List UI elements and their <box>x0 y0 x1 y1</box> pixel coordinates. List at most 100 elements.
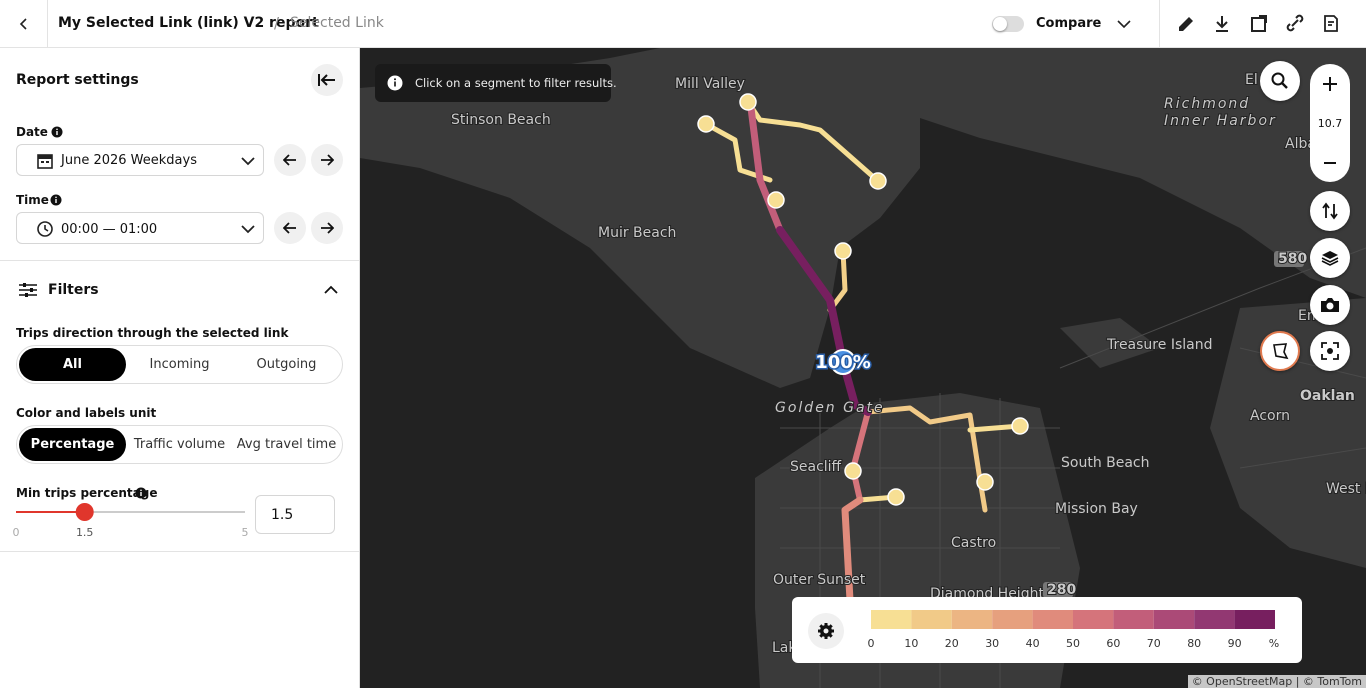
legend-settings-button[interactable] <box>808 613 844 649</box>
legend-tick-label: 0 <box>868 637 875 650</box>
date-select[interactable]: June 2026 Weekdays <box>16 144 264 176</box>
road-shield <box>1043 582 1073 598</box>
legend-scale: 0 10 20 30 40 50 60 70 80 90% <box>868 610 1279 650</box>
zoom-in[interactable] <box>1323 77 1337 91</box>
slider-label: 5 <box>242 526 249 539</box>
info-icon <box>51 126 63 138</box>
previous-time-button[interactable] <box>274 212 306 244</box>
previous-date-button[interactable] <box>274 144 306 176</box>
divider <box>1159 0 1160 48</box>
slider-label: 0 <box>13 526 20 539</box>
download-button[interactable] <box>1216 16 1228 32</box>
fit-view-button[interactable] <box>1310 331 1350 371</box>
place-label: Inner Harbor <box>1164 113 1277 129</box>
time-value: 00:00 — 01:00 <box>61 222 158 237</box>
legend: 0 10 20 30 40 50 60 70 80 90% <box>792 597 1302 663</box>
legend-tick-label: 60 <box>1106 637 1120 650</box>
layers-button[interactable] <box>1310 238 1350 278</box>
direction-button[interactable] <box>1310 191 1350 231</box>
slider-thumb[interactable] <box>75 503 94 521</box>
breadcrumb-separator: / <box>274 14 280 32</box>
legend-tick-label: 70 <box>1147 637 1161 650</box>
divider <box>0 551 359 552</box>
place-label: South Beach <box>1061 455 1150 471</box>
edit-button[interactable] <box>1179 17 1193 31</box>
legend-swatch <box>871 610 912 629</box>
legend-swatch <box>951 610 993 629</box>
compare-toggle[interactable] <box>992 16 1024 32</box>
segment-option[interactable]: Incoming <box>149 357 210 372</box>
hint-box: Click on a segment to filter results. <box>375 64 617 102</box>
segment-option[interactable]: Outgoing <box>256 357 317 372</box>
legend-swatch <box>1032 610 1073 629</box>
direction-label: Trips direction through the selected lin… <box>16 326 289 340</box>
legend-unit: % <box>1269 637 1279 650</box>
hint-text: Click on a segment to filter results. <box>415 76 617 90</box>
place-label: Muir Beach <box>598 225 676 241</box>
slider-label: 1.5 <box>76 526 94 539</box>
slider[interactable]: 0 1.5 5 <box>0 496 250 544</box>
road-shield <box>1274 251 1304 267</box>
filters-icon <box>19 283 37 297</box>
legend-tick-label: 20 <box>945 637 959 650</box>
legend-tick-label: 90 <box>1228 637 1242 650</box>
legend-tick-label: 80 <box>1187 637 1201 650</box>
info-icon <box>50 194 62 206</box>
date-label: Date <box>16 125 48 139</box>
select-area-button[interactable] <box>1260 331 1300 371</box>
legend-swatch <box>1153 610 1195 629</box>
next-date-button[interactable] <box>311 144 343 176</box>
segment-option[interactable]: All <box>19 348 126 381</box>
breadcrumb: Selected Link <box>290 15 384 31</box>
segment-option[interactable]: Percentage <box>19 428 126 461</box>
sidebar-title: Report settings <box>16 72 139 88</box>
legend-tick-label: 50 <box>1066 637 1080 650</box>
legend-swatch <box>911 610 952 629</box>
compare-dropdown[interactable] <box>1116 17 1132 31</box>
collapse-button[interactable] <box>311 64 343 96</box>
place-label: Golden Gate <box>775 400 885 416</box>
place-label: West End <box>1326 481 1366 497</box>
place-label: Outer Sunset <box>773 572 866 588</box>
unit-control: Percentage Traffic volume Avg travel time <box>16 425 343 464</box>
segment-option[interactable]: Avg travel time <box>236 437 337 452</box>
place-label: Seacliff <box>790 459 842 475</box>
screenshot-button[interactable] <box>1310 285 1350 325</box>
legend-swatch <box>1073 610 1114 629</box>
zoom-panel: 10.7 <box>1310 64 1350 182</box>
unit-label: Color and labels unit <box>16 406 157 420</box>
route-nodes <box>697 93 1029 506</box>
time-select[interactable]: 00:00 — 01:00 <box>16 212 264 244</box>
place-label: 580 <box>1278 251 1307 267</box>
place-label: Acorn <box>1250 408 1290 424</box>
zoom-level: 10.7 <box>1317 117 1343 130</box>
time-label: Time <box>16 193 49 207</box>
next-time-button[interactable] <box>311 212 343 244</box>
share-button[interactable] <box>1251 15 1267 32</box>
legend-swatch <box>1194 610 1235 629</box>
zoom-out[interactable] <box>1324 161 1336 165</box>
sidebar: Report settings Date June 2026 Weekdays … <box>0 48 360 688</box>
min-trips-input[interactable]: 1.5 <box>255 495 335 534</box>
link-button[interactable] <box>1286 14 1304 32</box>
compare-label: Compare <box>1036 16 1102 31</box>
report-settings-button[interactable] <box>1324 15 1338 32</box>
legend-swatch <box>992 610 1033 629</box>
input-value: 1.5 <box>271 507 294 523</box>
place-label: Treasure Island <box>1106 337 1212 353</box>
segment-option[interactable]: Traffic volume <box>133 437 226 452</box>
filters-collapse[interactable] <box>324 285 338 295</box>
place-label: Mill Valley <box>675 76 745 92</box>
selected-link-label: 100% <box>815 352 871 373</box>
attribution: © OpenStreetMap | © TomTom <box>1187 675 1366 688</box>
legend-tick-label: 40 <box>1026 637 1040 650</box>
place-label: Mission Bay <box>1055 501 1138 517</box>
legend-swatch <box>1113 610 1154 629</box>
selected-link-badge[interactable]: 100% <box>814 349 872 375</box>
back-button[interactable] <box>16 16 32 32</box>
legend-tick-label: 10 <box>904 637 918 650</box>
search-button[interactable] <box>1260 61 1300 101</box>
